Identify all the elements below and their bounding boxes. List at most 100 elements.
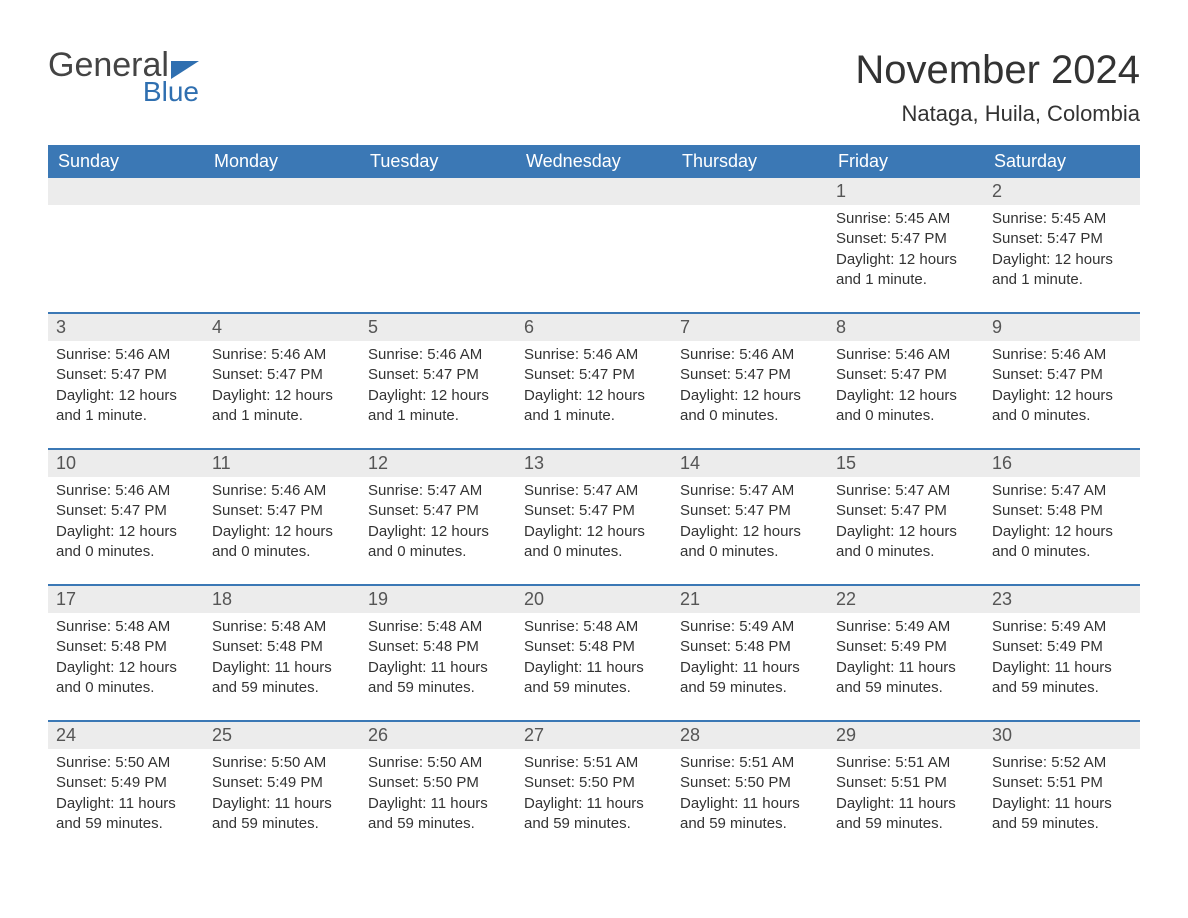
day-body: Sunrise: 5:46 AMSunset: 5:47 PMDaylight:…	[48, 341, 204, 434]
sunrise-line: Sunrise: 5:52 AM	[992, 753, 1132, 773]
sunrise-line: Sunrise: 5:51 AM	[680, 753, 820, 773]
day-body: Sunrise: 5:49 AMSunset: 5:49 PMDaylight:…	[984, 613, 1140, 706]
day-cell	[360, 178, 516, 298]
day-number: 12	[360, 450, 516, 477]
sunrise-line: Sunrise: 5:46 AM	[212, 481, 352, 501]
sunrise-line: Sunrise: 5:46 AM	[56, 481, 196, 501]
sunset-line: Sunset: 5:47 PM	[56, 501, 196, 521]
day-cell: 7Sunrise: 5:46 AMSunset: 5:47 PMDaylight…	[672, 314, 828, 434]
daylight-line: Daylight: 11 hours and 59 minutes.	[212, 794, 352, 835]
sunset-line: Sunset: 5:47 PM	[836, 229, 976, 249]
sunset-line: Sunset: 5:47 PM	[368, 365, 508, 385]
week-row: 3Sunrise: 5:46 AMSunset: 5:47 PMDaylight…	[48, 312, 1140, 434]
sunrise-line: Sunrise: 5:51 AM	[836, 753, 976, 773]
day-body: Sunrise: 5:50 AMSunset: 5:49 PMDaylight:…	[48, 749, 204, 842]
day-number	[48, 178, 204, 205]
day-body: Sunrise: 5:47 AMSunset: 5:47 PMDaylight:…	[516, 477, 672, 570]
day-body: Sunrise: 5:49 AMSunset: 5:49 PMDaylight:…	[828, 613, 984, 706]
daylight-line: Daylight: 11 hours and 59 minutes.	[524, 794, 664, 835]
day-cell: 11Sunrise: 5:46 AMSunset: 5:47 PMDayligh…	[204, 450, 360, 570]
weekday-header-cell: Sunday	[48, 145, 204, 178]
day-number: 4	[204, 314, 360, 341]
daylight-line: Daylight: 11 hours and 59 minutes.	[56, 794, 196, 835]
sunrise-line: Sunrise: 5:48 AM	[56, 617, 196, 637]
sunset-line: Sunset: 5:49 PM	[836, 637, 976, 657]
week-row: 1Sunrise: 5:45 AMSunset: 5:47 PMDaylight…	[48, 178, 1140, 298]
day-number: 10	[48, 450, 204, 477]
sunrise-line: Sunrise: 5:47 AM	[992, 481, 1132, 501]
day-number: 6	[516, 314, 672, 341]
day-body: Sunrise: 5:52 AMSunset: 5:51 PMDaylight:…	[984, 749, 1140, 842]
sunrise-line: Sunrise: 5:51 AM	[524, 753, 664, 773]
daylight-line: Daylight: 11 hours and 59 minutes.	[836, 794, 976, 835]
sunset-line: Sunset: 5:47 PM	[680, 365, 820, 385]
day-cell: 14Sunrise: 5:47 AMSunset: 5:47 PMDayligh…	[672, 450, 828, 570]
day-body: Sunrise: 5:51 AMSunset: 5:50 PMDaylight:…	[516, 749, 672, 842]
day-body: Sunrise: 5:51 AMSunset: 5:51 PMDaylight:…	[828, 749, 984, 842]
sunset-line: Sunset: 5:47 PM	[992, 365, 1132, 385]
weekday-header-cell: Tuesday	[360, 145, 516, 178]
daylight-line: Daylight: 12 hours and 0 minutes.	[524, 522, 664, 563]
daylight-line: Daylight: 12 hours and 0 minutes.	[992, 522, 1132, 563]
sunrise-line: Sunrise: 5:49 AM	[992, 617, 1132, 637]
title-block: November 2024 Nataga, Huila, Colombia	[855, 48, 1140, 127]
daylight-line: Daylight: 12 hours and 0 minutes.	[680, 522, 820, 563]
weekday-header-cell: Thursday	[672, 145, 828, 178]
day-number: 2	[984, 178, 1140, 205]
daylight-line: Daylight: 11 hours and 59 minutes.	[680, 658, 820, 699]
daylight-line: Daylight: 12 hours and 1 minute.	[212, 386, 352, 427]
day-number: 11	[204, 450, 360, 477]
day-cell: 24Sunrise: 5:50 AMSunset: 5:49 PMDayligh…	[48, 722, 204, 842]
day-body: Sunrise: 5:51 AMSunset: 5:50 PMDaylight:…	[672, 749, 828, 842]
sunrise-line: Sunrise: 5:47 AM	[836, 481, 976, 501]
day-number: 24	[48, 722, 204, 749]
daylight-line: Daylight: 12 hours and 1 minute.	[368, 386, 508, 427]
sunset-line: Sunset: 5:50 PM	[680, 773, 820, 793]
daylight-line: Daylight: 11 hours and 59 minutes.	[992, 658, 1132, 699]
location-line: Nataga, Huila, Colombia	[855, 101, 1140, 127]
sunrise-line: Sunrise: 5:46 AM	[368, 345, 508, 365]
sunrise-line: Sunrise: 5:45 AM	[836, 209, 976, 229]
day-body: Sunrise: 5:46 AMSunset: 5:47 PMDaylight:…	[204, 341, 360, 434]
weekday-header-cell: Monday	[204, 145, 360, 178]
day-number: 17	[48, 586, 204, 613]
week-row: 10Sunrise: 5:46 AMSunset: 5:47 PMDayligh…	[48, 448, 1140, 570]
sunrise-line: Sunrise: 5:48 AM	[524, 617, 664, 637]
daylight-line: Daylight: 12 hours and 1 minute.	[56, 386, 196, 427]
sunrise-line: Sunrise: 5:47 AM	[680, 481, 820, 501]
day-body: Sunrise: 5:47 AMSunset: 5:47 PMDaylight:…	[672, 477, 828, 570]
week-row: 17Sunrise: 5:48 AMSunset: 5:48 PMDayligh…	[48, 584, 1140, 706]
sunrise-line: Sunrise: 5:46 AM	[524, 345, 664, 365]
sunset-line: Sunset: 5:47 PM	[992, 229, 1132, 249]
daylight-line: Daylight: 11 hours and 59 minutes.	[524, 658, 664, 699]
day-body: Sunrise: 5:46 AMSunset: 5:47 PMDaylight:…	[828, 341, 984, 434]
sunset-line: Sunset: 5:47 PM	[212, 501, 352, 521]
day-number: 30	[984, 722, 1140, 749]
sunrise-line: Sunrise: 5:49 AM	[836, 617, 976, 637]
daylight-line: Daylight: 12 hours and 0 minutes.	[56, 522, 196, 563]
day-cell: 4Sunrise: 5:46 AMSunset: 5:47 PMDaylight…	[204, 314, 360, 434]
sunset-line: Sunset: 5:47 PM	[368, 501, 508, 521]
sunrise-line: Sunrise: 5:48 AM	[368, 617, 508, 637]
day-body: Sunrise: 5:50 AMSunset: 5:49 PMDaylight:…	[204, 749, 360, 842]
day-cell: 9Sunrise: 5:46 AMSunset: 5:47 PMDaylight…	[984, 314, 1140, 434]
day-cell: 3Sunrise: 5:46 AMSunset: 5:47 PMDaylight…	[48, 314, 204, 434]
day-cell: 29Sunrise: 5:51 AMSunset: 5:51 PMDayligh…	[828, 722, 984, 842]
sunrise-line: Sunrise: 5:45 AM	[992, 209, 1132, 229]
daylight-line: Daylight: 11 hours and 59 minutes.	[368, 794, 508, 835]
sunset-line: Sunset: 5:48 PM	[524, 637, 664, 657]
day-cell: 5Sunrise: 5:46 AMSunset: 5:47 PMDaylight…	[360, 314, 516, 434]
day-cell: 6Sunrise: 5:46 AMSunset: 5:47 PMDaylight…	[516, 314, 672, 434]
daylight-line: Daylight: 12 hours and 1 minute.	[524, 386, 664, 427]
day-number: 23	[984, 586, 1140, 613]
day-cell: 26Sunrise: 5:50 AMSunset: 5:50 PMDayligh…	[360, 722, 516, 842]
day-number: 25	[204, 722, 360, 749]
day-cell: 30Sunrise: 5:52 AMSunset: 5:51 PMDayligh…	[984, 722, 1140, 842]
day-cell: 17Sunrise: 5:48 AMSunset: 5:48 PMDayligh…	[48, 586, 204, 706]
day-body: Sunrise: 5:46 AMSunset: 5:47 PMDaylight:…	[48, 477, 204, 570]
sunrise-line: Sunrise: 5:48 AM	[212, 617, 352, 637]
logo-triangle-icon	[171, 61, 199, 79]
day-body: Sunrise: 5:48 AMSunset: 5:48 PMDaylight:…	[204, 613, 360, 706]
day-number: 21	[672, 586, 828, 613]
sunrise-line: Sunrise: 5:46 AM	[680, 345, 820, 365]
